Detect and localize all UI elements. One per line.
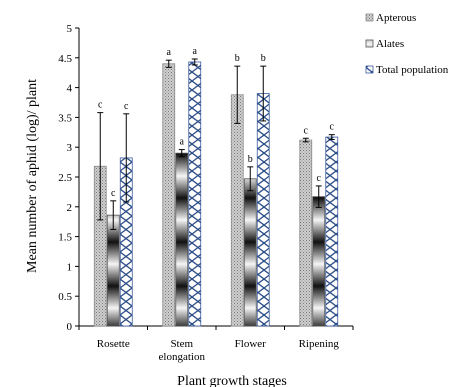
y-tick-label: 0: [67, 321, 73, 333]
significance-letter: b: [248, 154, 253, 165]
significance-letter: a: [193, 46, 198, 57]
bar: [230, 94, 244, 327]
legend-label: Alates: [376, 38, 404, 50]
x-tick-label: Stem elongation: [159, 338, 206, 363]
x-tick-label: Ripening: [299, 338, 340, 350]
y-tick-label: 3: [67, 142, 73, 154]
bar: [106, 214, 120, 327]
bar: [325, 136, 339, 327]
y-tick-label: 4.5: [58, 53, 72, 65]
significance-letter: c: [98, 100, 103, 111]
legend-swatch: [365, 13, 374, 22]
bar: [256, 93, 270, 327]
axes: 0 0.5 1 1.5 2 2.5 3 3.5 4 4.5 5: [58, 23, 354, 333]
y-tick-label: 5: [67, 23, 73, 35]
significance-letters: c c c a a a b b b c c c: [98, 46, 335, 199]
significance-letter: a: [180, 137, 185, 148]
bar: [243, 178, 257, 327]
x-axis-label: Plant growth stages: [177, 374, 287, 387]
y-tick-label: 2: [67, 202, 73, 214]
bar: [299, 139, 313, 327]
bar: [162, 63, 176, 327]
y-tick-label: 1: [67, 261, 73, 273]
significance-letter: b: [235, 53, 240, 64]
bar: [312, 196, 326, 327]
significance-letter: c: [317, 173, 322, 184]
significance-letter: c: [330, 122, 335, 133]
y-tick-label: 1.5: [58, 232, 72, 244]
y-tick-label: 4: [67, 83, 73, 95]
y-axis-label: Mean number of aphid (log)/ plant: [25, 79, 40, 273]
error-bars: [97, 58, 335, 230]
x-tick-label: Rosette: [97, 338, 130, 350]
category-labels: Rosette Stem elongation Flower Ripening: [97, 338, 340, 363]
x-tick-label: Flower: [235, 338, 267, 350]
significance-letter: c: [304, 125, 309, 136]
legend-swatch: [365, 39, 374, 48]
significance-letter: a: [167, 47, 172, 58]
y-tick-label: 0.5: [58, 291, 72, 303]
legend-swatch: [365, 65, 374, 74]
significance-letter: b: [261, 53, 266, 64]
bars: [93, 61, 339, 327]
y-tick-label: 2.5: [58, 172, 72, 184]
legend-label: Apterous: [376, 12, 416, 24]
significance-letter: c: [111, 188, 116, 199]
bar: [188, 61, 202, 327]
significance-letter: c: [124, 101, 129, 112]
legend: Apterous Alates Total population: [365, 12, 449, 76]
bar: [175, 152, 189, 327]
legend-label: Total population: [376, 64, 449, 76]
y-tick-label: 3.5: [58, 112, 72, 124]
